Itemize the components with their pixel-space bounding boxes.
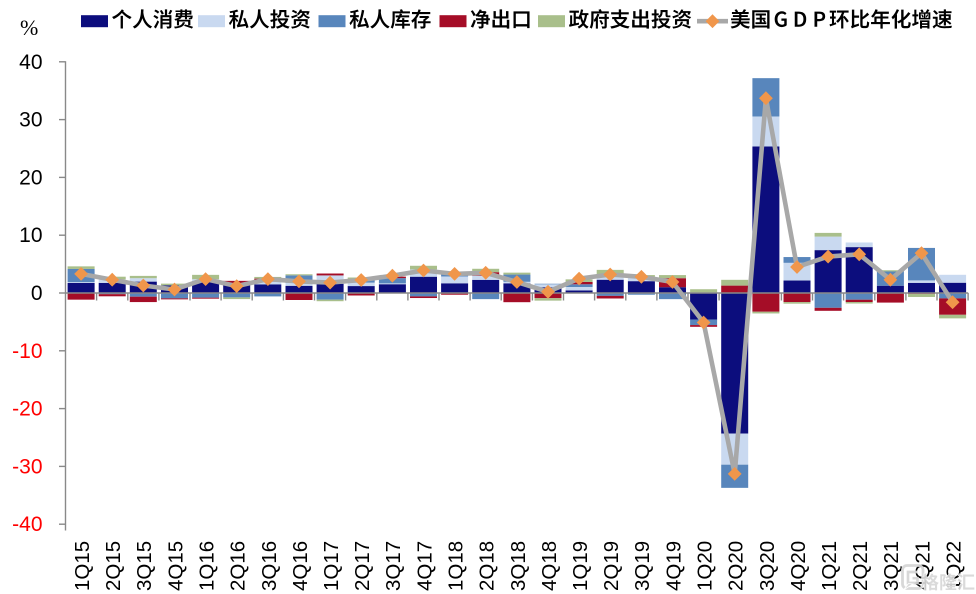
svg-text:3Q21: 3Q21 — [880, 541, 903, 591]
svg-text:2Q20: 2Q20 — [725, 541, 748, 591]
svg-text:1Q20: 1Q20 — [694, 541, 717, 591]
svg-text:-30: -30 — [12, 455, 42, 478]
svg-text:3Q15: 3Q15 — [133, 541, 156, 591]
svg-text:-40: -40 — [12, 513, 42, 536]
svg-text:0: 0 — [31, 282, 43, 305]
svg-text:4Q16: 4Q16 — [289, 541, 312, 591]
svg-text:4Q15: 4Q15 — [164, 541, 187, 591]
svg-text:30: 30 — [19, 109, 42, 132]
svg-text:2Q19: 2Q19 — [600, 541, 623, 591]
svg-text:2Q21: 2Q21 — [849, 541, 872, 591]
svg-text:4Q19: 4Q19 — [662, 541, 685, 591]
svg-text:1Q17: 1Q17 — [320, 541, 343, 591]
svg-text:3Q16: 3Q16 — [258, 541, 281, 591]
svg-text:2Q16: 2Q16 — [227, 541, 250, 591]
svg-text:1Q19: 1Q19 — [569, 541, 592, 591]
svg-text:1Q15: 1Q15 — [71, 541, 94, 591]
svg-text:4Q17: 4Q17 — [413, 541, 436, 591]
svg-text:1Q16: 1Q16 — [196, 541, 219, 591]
svg-text:3Q19: 3Q19 — [631, 541, 654, 591]
svg-text:1Q18: 1Q18 — [445, 541, 468, 591]
svg-text:40: 40 — [19, 51, 42, 74]
svg-text:3Q20: 3Q20 — [756, 541, 779, 591]
svg-text:%: % — [20, 15, 38, 40]
svg-text:4Q20: 4Q20 — [787, 541, 810, 591]
svg-text:-10: -10 — [12, 340, 42, 363]
svg-text:1Q22: 1Q22 — [943, 541, 966, 591]
svg-text:4Q18: 4Q18 — [538, 541, 561, 591]
svg-text:10: 10 — [19, 224, 42, 247]
svg-text:20: 20 — [19, 166, 42, 189]
svg-text:3Q18: 3Q18 — [507, 541, 530, 591]
svg-text:2Q17: 2Q17 — [351, 541, 374, 591]
svg-text:2Q18: 2Q18 — [476, 541, 499, 591]
svg-text:-20: -20 — [12, 398, 42, 421]
svg-text:1Q21: 1Q21 — [818, 541, 841, 591]
svg-text:3Q17: 3Q17 — [382, 541, 405, 591]
svg-text:2Q15: 2Q15 — [102, 541, 125, 591]
